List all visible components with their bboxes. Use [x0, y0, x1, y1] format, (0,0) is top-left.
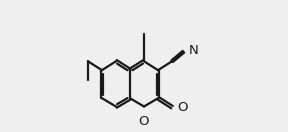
Text: O: O — [177, 101, 187, 114]
Text: N: N — [189, 44, 199, 57]
Text: O: O — [138, 115, 149, 128]
